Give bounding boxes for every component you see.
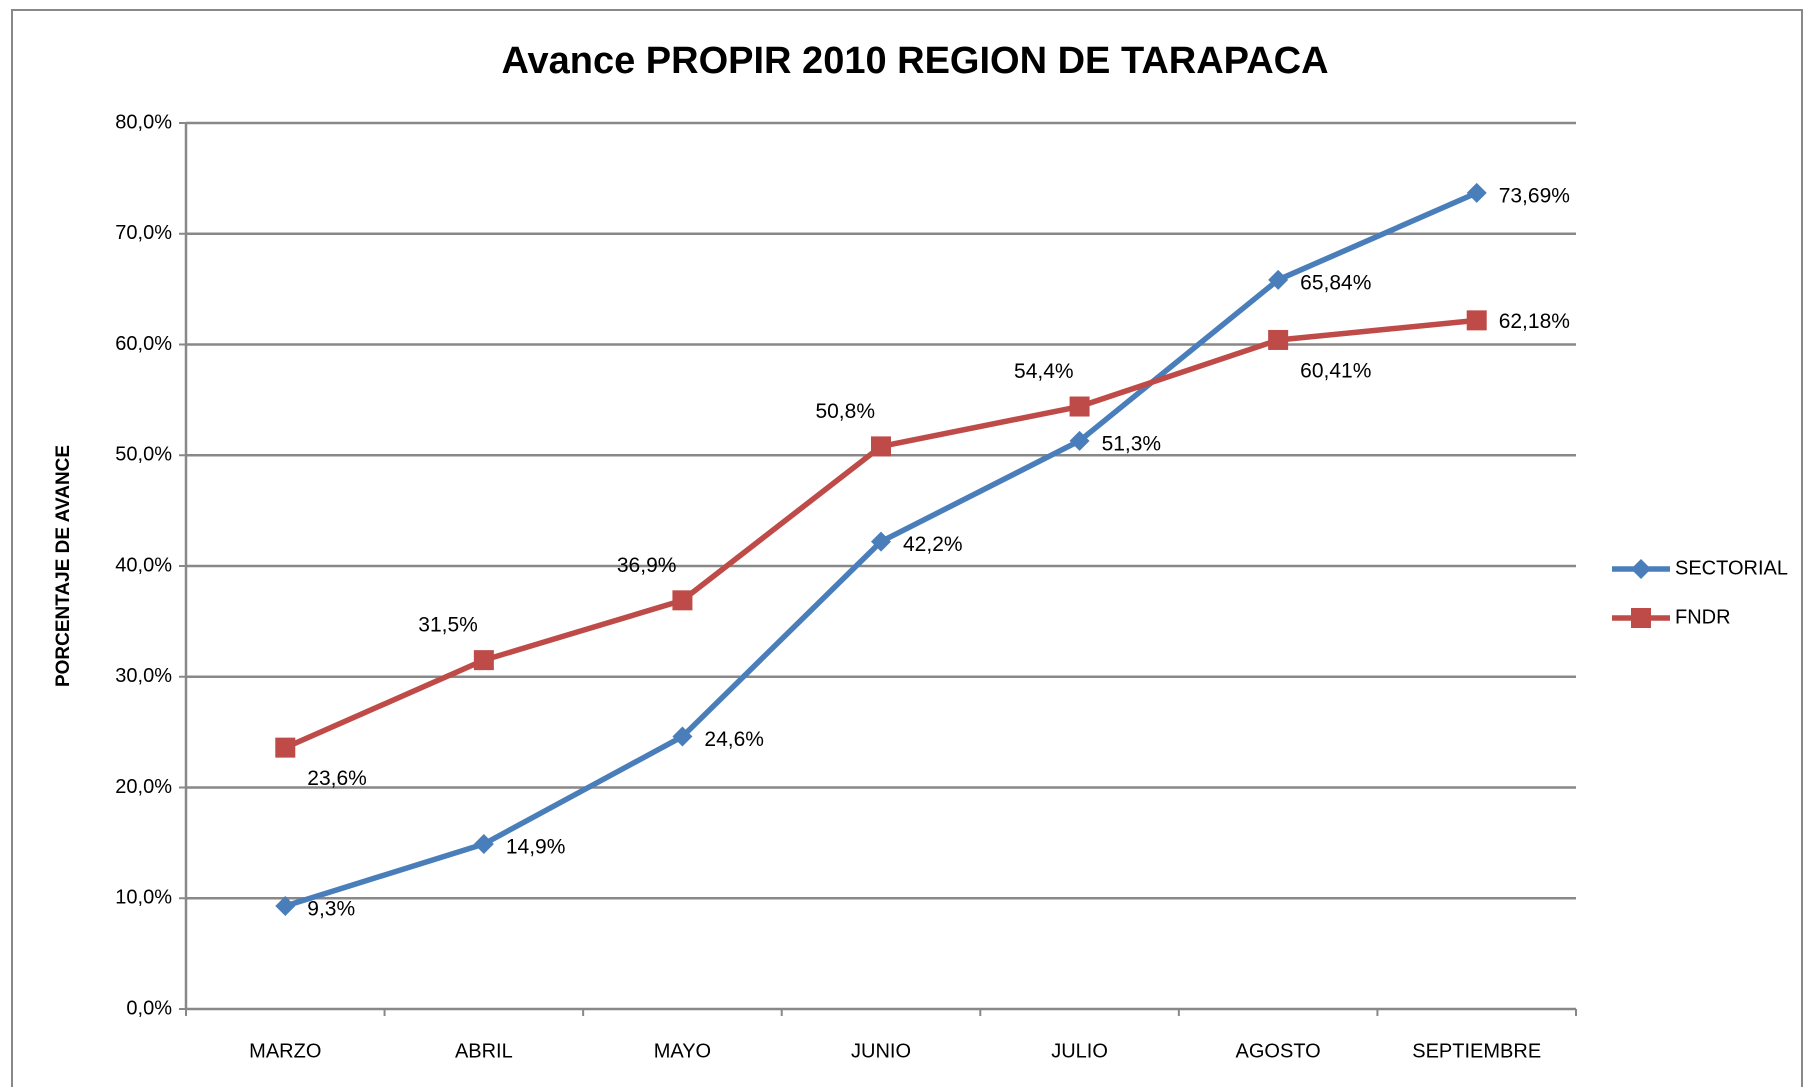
- x-tick-label: ABRIL: [455, 1040, 513, 1062]
- data-label: 9,3%: [307, 898, 355, 921]
- y-tick-label: 20,0%: [115, 776, 172, 798]
- data-label: 73,69%: [1499, 184, 1570, 207]
- y-tick-label: 40,0%: [115, 554, 172, 576]
- y-tick-label: 60,0%: [115, 333, 172, 355]
- data-label: 60,41%: [1300, 360, 1371, 383]
- data-point: [1466, 310, 1487, 331]
- data-label: 24,6%: [704, 728, 764, 751]
- data-point: [473, 833, 494, 854]
- data-point: [672, 726, 693, 747]
- x-tick-label: AGOSTO: [1236, 1040, 1321, 1062]
- legend-label: FNDR: [1675, 606, 1731, 628]
- data-label: 14,9%: [506, 836, 566, 859]
- data-label: 51,3%: [1102, 432, 1162, 455]
- data-point: [1268, 269, 1289, 290]
- legend-marker: [1631, 608, 1651, 628]
- y-tick-label: 10,0%: [115, 887, 172, 909]
- y-tick-label: 80,0%: [115, 111, 172, 133]
- y-tick-label: 0,0%: [126, 997, 172, 1019]
- data-label: 23,6%: [307, 767, 367, 790]
- data-point: [275, 737, 296, 758]
- chart-frame: [11, 9, 1803, 1087]
- x-tick-label: MAYO: [654, 1040, 711, 1062]
- y-tick-label: 70,0%: [115, 222, 172, 244]
- legend-label: SECTORIAL: [1675, 557, 1788, 579]
- data-label: 50,8%: [815, 400, 875, 423]
- legend-marker: [1631, 559, 1651, 579]
- y-tick-label: 50,0%: [115, 444, 172, 466]
- x-tick-label: JULIO: [1051, 1040, 1108, 1062]
- data-label: 36,9%: [617, 554, 677, 577]
- x-tick-label: MARZO: [249, 1040, 321, 1062]
- data-label: 65,84%: [1300, 271, 1371, 294]
- data-label: 54,4%: [1014, 360, 1074, 383]
- data-point: [1268, 329, 1289, 350]
- data-point: [1069, 430, 1090, 451]
- data-point: [275, 896, 296, 917]
- data-point: [473, 650, 494, 671]
- data-label: 31,5%: [418, 614, 478, 637]
- y-tick-label: 30,0%: [115, 665, 172, 687]
- data-point: [1466, 182, 1487, 203]
- data-point: [672, 590, 693, 611]
- data-point: [871, 531, 891, 552]
- chart-title: Avance PROPIR 2010 REGION DE TARAPACA: [501, 40, 1328, 82]
- data-label: 42,2%: [903, 533, 963, 556]
- x-tick-label: JUNIO: [851, 1040, 911, 1062]
- x-tick-label: SEPTIEMBRE: [1412, 1040, 1541, 1062]
- y-axis-title: PORCENTAJE DE AVANCE: [53, 445, 74, 687]
- data-label: 62,18%: [1499, 310, 1570, 333]
- data-point: [1069, 396, 1090, 417]
- data-point: [871, 436, 891, 457]
